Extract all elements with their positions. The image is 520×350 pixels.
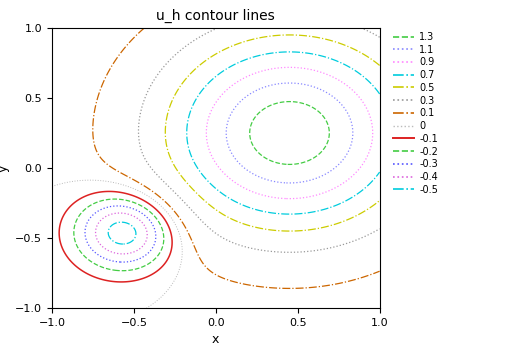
Y-axis label: y: y [0, 164, 10, 172]
Legend: 1.3, 1.1, 0.9, 0.7, 0.5, 0.3, 0.1, 0, -0.1, -0.2, -0.3, -0.4, -0.5: 1.3, 1.1, 0.9, 0.7, 0.5, 0.3, 0.1, 0, -0… [391, 30, 440, 197]
Title: u_h contour lines: u_h contour lines [157, 9, 275, 23]
X-axis label: x: x [212, 333, 219, 346]
